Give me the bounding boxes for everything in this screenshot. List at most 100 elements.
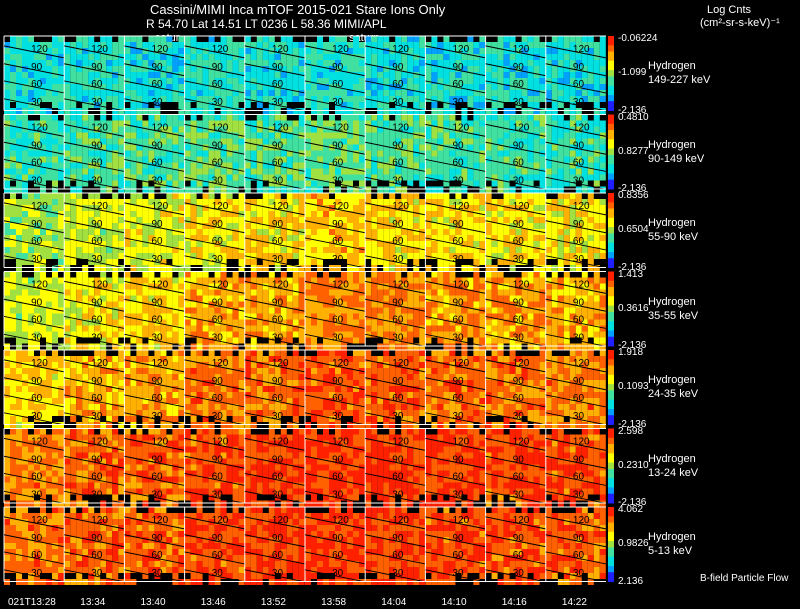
pitch-angle-label: 120 bbox=[453, 122, 470, 133]
pitch-angle-label: 30 bbox=[31, 568, 43, 579]
pitch-contour bbox=[304, 412, 366, 426]
pitch-angle-label: 60 bbox=[332, 236, 344, 247]
pitch-contour bbox=[184, 63, 245, 77]
pitch-angle-label: 120 bbox=[272, 122, 289, 133]
pitch-angle-label: 120 bbox=[31, 436, 48, 447]
pitch-angle-label: 120 bbox=[453, 358, 470, 369]
pitch-angle-label: 120 bbox=[513, 44, 530, 55]
pitch-angle-label: 120 bbox=[453, 436, 470, 447]
pitch-angle-label: 90 bbox=[212, 376, 224, 387]
pitch-contour bbox=[425, 298, 486, 312]
pitch-angle-label: 60 bbox=[152, 550, 164, 561]
pitch-angle-label: 30 bbox=[453, 332, 465, 343]
panel-species-label: Hydrogen 35-55 keV bbox=[648, 295, 698, 323]
pitch-angle-label: 120 bbox=[573, 515, 590, 526]
pitch-contour bbox=[64, 516, 125, 530]
pitch-contour bbox=[3, 237, 65, 251]
pitch-angle-label: 90 bbox=[91, 140, 103, 151]
pitch-angle-label: 60 bbox=[453, 550, 465, 561]
pitch-angle-label: 90 bbox=[513, 376, 525, 387]
pitch-angle-label: 60 bbox=[152, 471, 164, 482]
pitch-contour bbox=[485, 551, 546, 565]
pitch-angle-label: 120 bbox=[31, 122, 48, 133]
pitch-angle-label: 120 bbox=[212, 201, 229, 212]
pitch-contour bbox=[244, 176, 306, 190]
pitch-contour bbox=[64, 220, 125, 234]
pitch-contour bbox=[365, 333, 426, 347]
pitch-angle-label: 30 bbox=[31, 332, 43, 343]
pitch-contour bbox=[244, 123, 306, 137]
pitch-angle-label: 30 bbox=[392, 175, 404, 186]
pitch-contour bbox=[365, 437, 426, 451]
pitch-angle-label: 90 bbox=[453, 376, 465, 387]
pitch-contour bbox=[425, 455, 486, 469]
pitch-contour bbox=[485, 455, 546, 469]
pitch-contour bbox=[244, 220, 306, 234]
pitch-angle-label: 120 bbox=[152, 122, 169, 133]
pitch-contour bbox=[365, 394, 426, 408]
pitch-angle-label: 30 bbox=[212, 332, 224, 343]
pitch-angle-label: 90 bbox=[152, 376, 164, 387]
pitch-contour bbox=[304, 333, 366, 347]
pitch-contour bbox=[244, 569, 306, 583]
pitch-angle-label: 120 bbox=[453, 515, 470, 526]
pitch-contour bbox=[365, 220, 426, 234]
species-name: Hydrogen bbox=[648, 60, 696, 73]
pitch-contour bbox=[64, 176, 125, 190]
heatmap-cell-block bbox=[305, 114, 365, 193]
pitch-contour bbox=[124, 141, 185, 155]
pitch-contour bbox=[64, 202, 125, 216]
pitch-contour bbox=[425, 490, 486, 504]
pitch-contour bbox=[184, 98, 245, 112]
pitch-contour bbox=[64, 237, 125, 251]
pitch-angle-label: 90 bbox=[573, 219, 585, 230]
pitch-contour bbox=[3, 569, 65, 583]
heatmap-cell-block bbox=[244, 36, 305, 114]
pitch-angle-label: 60 bbox=[392, 79, 404, 90]
pitch-angle-label: 120 bbox=[573, 201, 590, 212]
pitch-angle-label: 120 bbox=[332, 436, 349, 447]
pitch-contour bbox=[304, 394, 366, 408]
heatmap-cell-block bbox=[4, 507, 64, 585]
pitch-contour bbox=[425, 472, 486, 486]
pitch-angle-label: 60 bbox=[31, 550, 43, 561]
pitch-angle-label: 120 bbox=[453, 201, 470, 212]
pitch-contour bbox=[124, 98, 185, 112]
pitch-contour bbox=[184, 412, 245, 426]
pitch-contour bbox=[485, 45, 546, 59]
pitch-angle-label: 60 bbox=[332, 393, 344, 404]
units-expression: (cm²-sr-s-keV)⁻¹ bbox=[700, 17, 780, 29]
pitch-contour bbox=[124, 80, 185, 94]
pitch-contour bbox=[304, 437, 366, 451]
pitch-contour bbox=[485, 98, 546, 112]
pitch-angle-label: 60 bbox=[31, 157, 43, 168]
species-name: Hydrogen bbox=[648, 374, 696, 387]
pitch-contour bbox=[425, 359, 486, 373]
pitch-angle-label: 120 bbox=[513, 358, 530, 369]
pitch-angle-label: 120 bbox=[392, 515, 409, 526]
pitch-contour bbox=[425, 202, 486, 216]
pitch-angle-label: 30 bbox=[31, 254, 43, 265]
pitch-contour bbox=[184, 202, 245, 216]
pitch-contour bbox=[124, 333, 185, 347]
pitch-contour bbox=[3, 516, 65, 530]
pitch-contour bbox=[64, 315, 125, 329]
pitch-contour bbox=[124, 394, 185, 408]
pitch-angle-label: 60 bbox=[573, 314, 585, 325]
pitch-angle-label: 60 bbox=[332, 471, 344, 482]
pitch-angle-label: 60 bbox=[91, 236, 103, 247]
pitch-angle-label: 120 bbox=[332, 279, 349, 290]
pitch-contour bbox=[184, 237, 245, 251]
x-tick-label: 14:22 bbox=[561, 597, 587, 608]
colorbar-tick-label: 0.1093 bbox=[618, 381, 649, 393]
pitch-contour bbox=[485, 220, 546, 234]
pitch-angle-label: 120 bbox=[272, 358, 289, 369]
x-tick-label: 13:46 bbox=[200, 597, 226, 608]
pitch-contour bbox=[3, 123, 65, 137]
pitch-angle-label: 30 bbox=[91, 489, 103, 500]
pitch-contour bbox=[3, 315, 65, 329]
pitch-angle-label: 90 bbox=[31, 62, 43, 73]
pitch-contour bbox=[124, 534, 185, 548]
pitch-angle-label: 90 bbox=[392, 297, 404, 308]
pitch-angle-label: 60 bbox=[212, 550, 224, 561]
